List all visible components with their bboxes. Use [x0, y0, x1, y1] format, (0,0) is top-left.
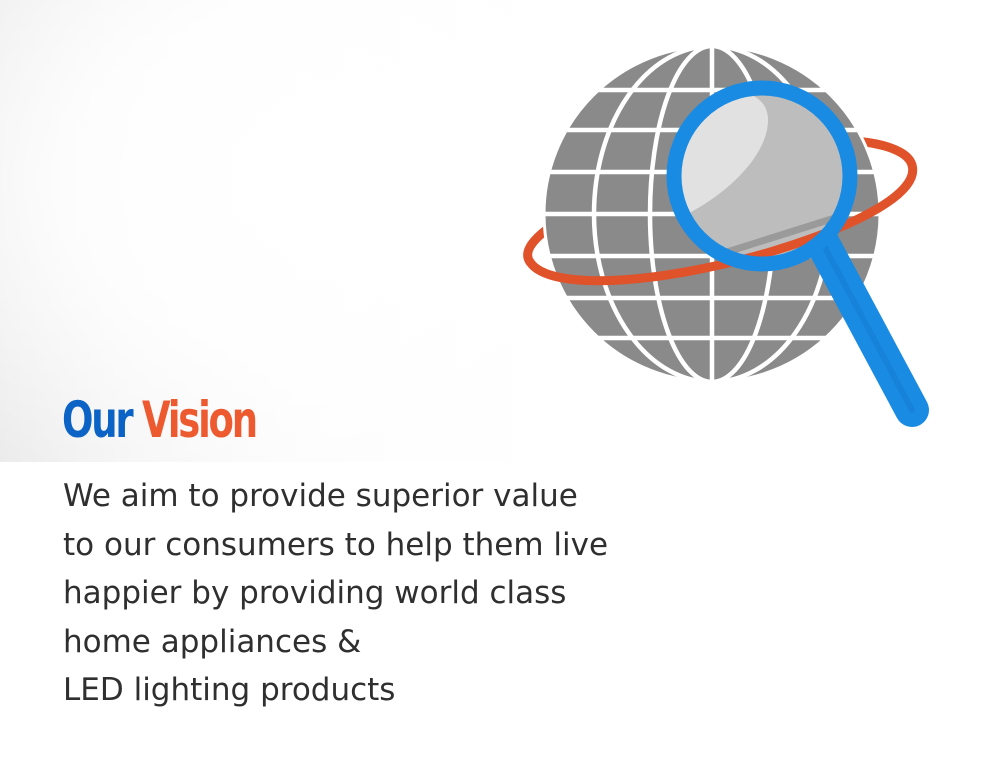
globe-magnifier-icon: [523, 44, 929, 427]
magnifier-handle: [805, 225, 929, 427]
vision-line-1: We aim to provide superior value: [63, 478, 578, 514]
vision-line-5: LED lighting products: [63, 672, 396, 708]
vision-line-4: home appliances &: [63, 623, 362, 660]
vision-statement: We aim to provide superior value to our …: [63, 472, 763, 715]
title-word-vision: Vision: [142, 391, 258, 449]
vision-line-3: happier by providing world class: [63, 575, 567, 611]
magnifier-rim: [666, 80, 858, 272]
title-word-our: Our: [62, 391, 134, 449]
orbit-ring-front: [525, 160, 918, 286]
page-title: Our Vision: [62, 384, 258, 456]
vision-line-2: to our consumers to help them live: [63, 526, 609, 563]
